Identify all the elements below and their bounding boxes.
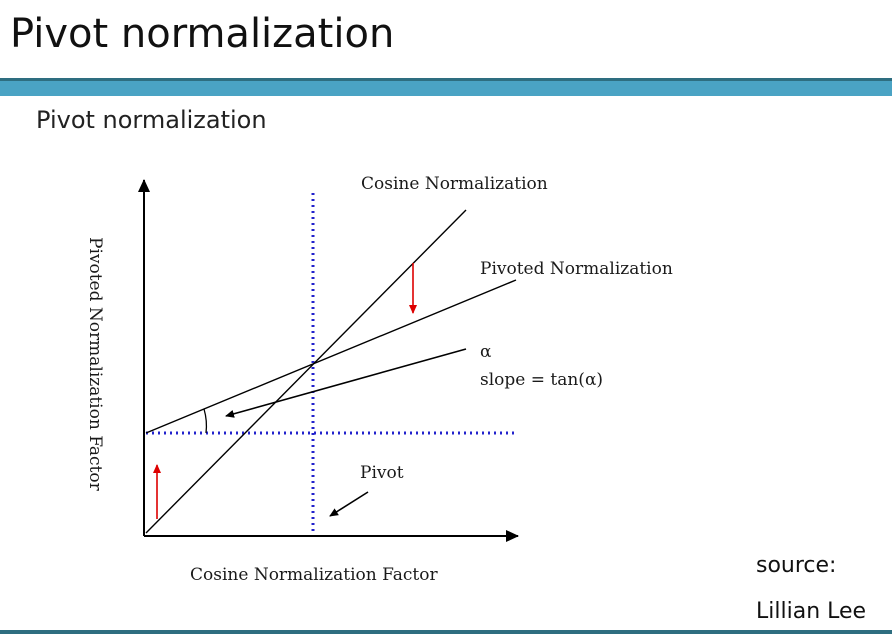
y-axis-label: Pivoted Normalization Factor (85, 237, 105, 492)
x-axis-label: Cosine Normalization Factor (190, 565, 438, 585)
figure-heading: Pivot normalization (36, 106, 267, 134)
pivoted-normalization-label: Pivoted Normalization (480, 259, 673, 279)
pivot-label: Pivot (360, 463, 404, 483)
alpha-pointer-arrow (225, 348, 467, 418)
alpha-angle-arc (203, 408, 208, 434)
slide-title: Pivot normalization (10, 11, 395, 57)
source-label: source: (756, 553, 837, 578)
bottom-divider (0, 630, 892, 634)
alpha-label: α (480, 342, 492, 362)
pivot-pointer-arrow (329, 491, 369, 517)
title-divider (0, 78, 892, 81)
title-band (0, 81, 892, 96)
slope-label: slope = tan(α) (480, 370, 603, 390)
pivoted-normalization-line (145, 279, 517, 434)
source-author: Lillian Lee (756, 599, 867, 624)
cosine-normalization-label: Cosine Normalization (361, 174, 548, 194)
cosine-normalization-line (145, 209, 467, 534)
